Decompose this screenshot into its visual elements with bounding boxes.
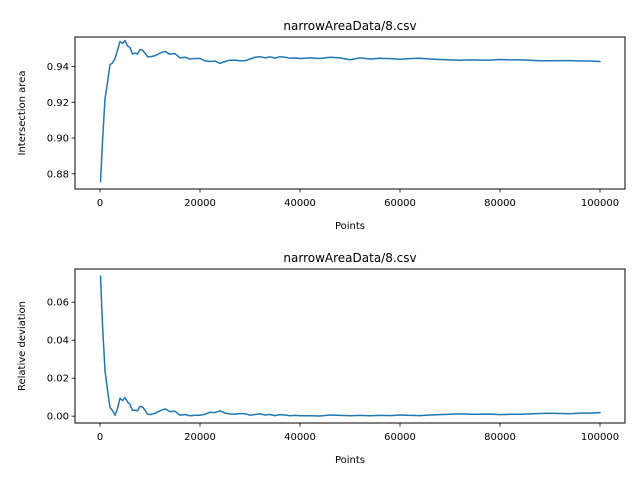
top-chart-x-tick-label: 80000 bbox=[484, 198, 516, 209]
top-chart-y-tick-label: 0.88 bbox=[47, 169, 69, 180]
top-chart: narrowAreaData/8.csv Points Intersection… bbox=[17, 19, 626, 232]
bottom-chart-x-tick-label: 20000 bbox=[184, 432, 216, 443]
top-chart-x-tick-label: 40000 bbox=[284, 198, 316, 209]
bottom-chart-y-tick-label: 0.02 bbox=[47, 374, 69, 385]
top-chart-y-tick-label: 0.94 bbox=[47, 62, 69, 73]
bottom-chart-title: narrowAreaData/8.csv bbox=[283, 251, 416, 265]
top-chart-ticks: 0 20000 40000 60000 80000 100000 0.88 0.90 0.92 0… bbox=[47, 62, 619, 209]
bottom-chart-series-line bbox=[99, 275, 601, 417]
bottom-chart-axes-frame bbox=[74, 268, 626, 424]
bottom-chart-xlabel: Points bbox=[335, 455, 365, 466]
top-chart-x-tick-label: 60000 bbox=[384, 198, 416, 209]
top-chart-x-tick-label: 100000 bbox=[581, 198, 619, 209]
bottom-chart-y-tick-label: 0.04 bbox=[47, 336, 69, 347]
bottom-chart-y-tick-label: 0.06 bbox=[47, 298, 69, 309]
bottom-chart-ylabel: Relative deviation bbox=[17, 301, 28, 391]
top-chart-series-line bbox=[99, 39, 601, 183]
top-chart-y-tick-label: 0.90 bbox=[47, 134, 69, 145]
bottom-chart-plot-area bbox=[99, 275, 601, 417]
top-chart-ylabel: Intersection area bbox=[17, 71, 28, 156]
top-chart-y-tick-label: 0.92 bbox=[47, 98, 69, 109]
top-chart-x-tick-label: 0 bbox=[97, 198, 103, 209]
top-chart-x-tick-label: 20000 bbox=[184, 198, 216, 209]
top-chart-plot-area bbox=[99, 39, 601, 183]
bottom-chart-y-tick-label: 0.00 bbox=[47, 412, 69, 423]
top-chart-xlabel: Points bbox=[335, 221, 365, 232]
top-chart-axes-frame bbox=[74, 36, 626, 190]
bottom-chart-x-tick-label: 60000 bbox=[384, 432, 416, 443]
bottom-chart-x-tick-label: 80000 bbox=[484, 432, 516, 443]
bottom-chart: narrowAreaData/8.csv Points Relative dev… bbox=[17, 251, 626, 466]
bottom-chart-x-tick-label: 100000 bbox=[581, 432, 619, 443]
bottom-chart-x-tick-label: 0 bbox=[97, 432, 103, 443]
bottom-chart-x-tick-label: 40000 bbox=[284, 432, 316, 443]
bottom-chart-ticks: 0 20000 40000 60000 80000 100000 0.00 0.02 0.04 0… bbox=[47, 298, 619, 443]
top-chart-title: narrowAreaData/8.csv bbox=[283, 19, 416, 33]
